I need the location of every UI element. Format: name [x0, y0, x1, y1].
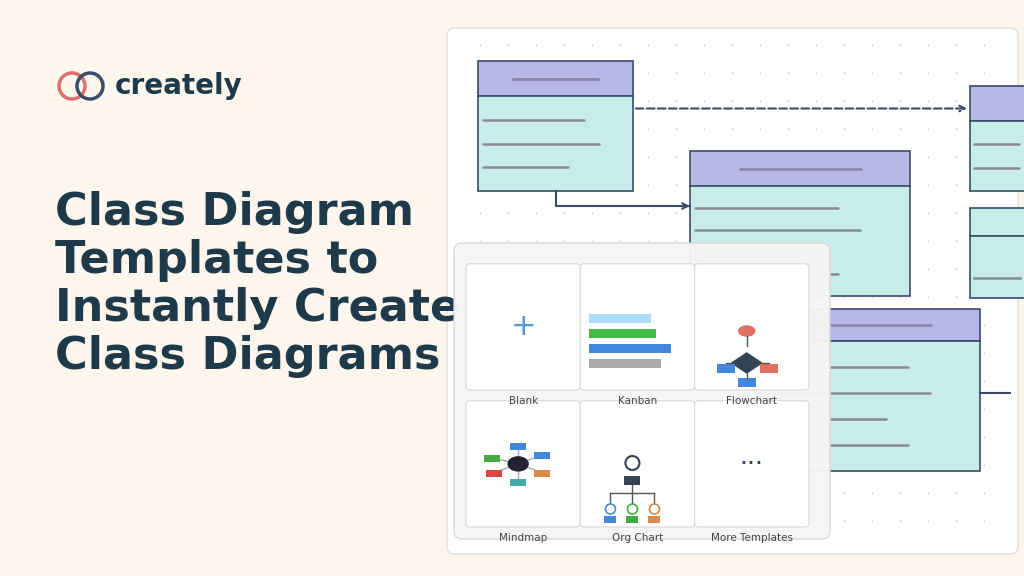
FancyBboxPatch shape — [690, 151, 910, 186]
FancyBboxPatch shape — [535, 452, 550, 459]
FancyBboxPatch shape — [970, 121, 1024, 191]
Text: More Templates: More Templates — [711, 533, 793, 543]
FancyBboxPatch shape — [589, 344, 671, 353]
FancyBboxPatch shape — [589, 314, 651, 323]
FancyBboxPatch shape — [581, 264, 694, 390]
Ellipse shape — [738, 326, 755, 336]
FancyBboxPatch shape — [486, 470, 502, 477]
Polygon shape — [732, 353, 762, 373]
FancyBboxPatch shape — [625, 476, 640, 485]
FancyBboxPatch shape — [510, 443, 526, 450]
Text: Blank: Blank — [509, 396, 538, 406]
FancyBboxPatch shape — [737, 378, 756, 387]
FancyBboxPatch shape — [694, 264, 809, 390]
FancyBboxPatch shape — [760, 341, 980, 471]
FancyBboxPatch shape — [970, 236, 1024, 298]
FancyBboxPatch shape — [970, 86, 1024, 121]
FancyBboxPatch shape — [581, 401, 694, 527]
FancyBboxPatch shape — [970, 208, 1024, 236]
FancyBboxPatch shape — [510, 479, 526, 486]
FancyBboxPatch shape — [447, 28, 1018, 554]
FancyBboxPatch shape — [694, 401, 809, 527]
FancyBboxPatch shape — [648, 516, 660, 523]
Text: Org Chart: Org Chart — [611, 533, 664, 543]
FancyBboxPatch shape — [478, 96, 633, 191]
FancyBboxPatch shape — [535, 470, 550, 477]
Text: Kanban: Kanban — [617, 396, 657, 406]
Text: Mindmap: Mindmap — [499, 533, 547, 543]
FancyBboxPatch shape — [589, 359, 662, 368]
FancyBboxPatch shape — [604, 516, 616, 523]
Text: Flowchart: Flowchart — [726, 396, 777, 406]
Text: Class Diagram
Templates to
Instantly Create
Class Diagrams: Class Diagram Templates to Instantly Cre… — [55, 191, 460, 378]
FancyBboxPatch shape — [760, 309, 980, 341]
FancyBboxPatch shape — [478, 61, 633, 96]
FancyBboxPatch shape — [483, 454, 500, 462]
FancyBboxPatch shape — [717, 364, 734, 373]
FancyBboxPatch shape — [760, 364, 777, 373]
FancyBboxPatch shape — [690, 186, 910, 296]
FancyBboxPatch shape — [589, 329, 656, 338]
FancyBboxPatch shape — [627, 516, 638, 523]
FancyBboxPatch shape — [466, 264, 581, 390]
Text: creately: creately — [115, 72, 243, 100]
Ellipse shape — [508, 457, 528, 471]
FancyBboxPatch shape — [466, 401, 581, 527]
Text: ···: ··· — [739, 452, 764, 476]
FancyBboxPatch shape — [454, 243, 830, 539]
Text: +: + — [510, 312, 536, 342]
